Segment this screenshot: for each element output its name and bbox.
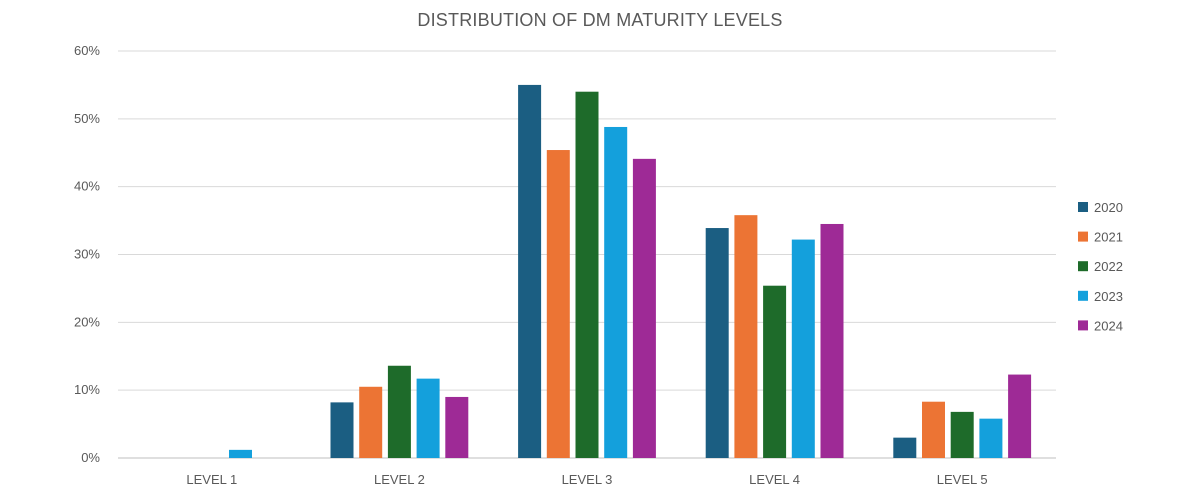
y-tick-label: 50% [74, 111, 100, 126]
bar-2021-level-4 [734, 215, 758, 458]
legend-swatch [1078, 231, 1088, 242]
legend-swatch [1078, 290, 1088, 301]
legend-swatch [1078, 202, 1088, 212]
legend-label: 2022 [1094, 259, 1123, 274]
y-tick-label: 60% [74, 43, 100, 58]
bars [229, 84, 1032, 459]
y-tick-label: 10% [74, 382, 100, 397]
bar-2020-level-4 [705, 228, 729, 458]
x-tick-label: LEVEL 2 [374, 472, 425, 487]
bar-2022-level-4 [763, 285, 787, 458]
legend-label: 2020 [1094, 200, 1123, 215]
bar-2024-level-3 [632, 158, 656, 459]
legend: 2020 2021 2022 2023 2024 [1078, 200, 1123, 333]
x-axis-ticks: LEVEL 1 LEVEL 2 LEVEL 3 LEVEL 4 LEVEL 5 [186, 472, 987, 487]
x-tick-label: LEVEL 4 [749, 472, 800, 487]
bar-2022-level-5 [950, 411, 974, 458]
bar-2020-level-3 [518, 84, 542, 459]
y-axis-ticks: 0% 10% 20% 30% 40% 50% 60% [74, 43, 100, 465]
bar-2024-level-2 [445, 396, 469, 458]
bar-2024-level-4 [820, 223, 844, 458]
bar-2023-level-1 [229, 449, 252, 458]
legend-label: 2024 [1094, 318, 1123, 333]
bar-2020-level-5 [893, 437, 917, 458]
x-tick-label: LEVEL 5 [937, 472, 988, 487]
bar-2023-level-2 [416, 378, 440, 458]
legend-label: 2021 [1094, 230, 1123, 245]
y-tick-label: 40% [74, 179, 100, 194]
bar-2021-level-3 [546, 150, 570, 458]
y-tick-label: 0% [81, 450, 100, 465]
bar-2021-level-5 [922, 401, 945, 458]
bar-2023-level-5 [979, 418, 1003, 458]
x-tick-label: LEVEL 3 [562, 472, 613, 487]
legend-swatch [1078, 320, 1088, 331]
legend-swatch [1078, 261, 1088, 272]
y-tick-label: 30% [74, 247, 100, 262]
bar-2022-level-3 [575, 91, 599, 458]
chart-title: DISTRIBUTION OF DM MATURITY LEVELS [417, 10, 783, 30]
bar-2020-level-2 [330, 402, 354, 458]
legend-label: 2023 [1094, 289, 1123, 304]
bar-2024-level-5 [1008, 374, 1032, 458]
x-tick-label: LEVEL 1 [186, 472, 237, 487]
bar-2022-level-2 [387, 365, 411, 458]
y-tick-label: 20% [74, 314, 100, 329]
bar-2023-level-4 [791, 239, 815, 458]
bar-2023-level-3 [604, 126, 628, 459]
bar-2021-level-2 [359, 386, 383, 458]
